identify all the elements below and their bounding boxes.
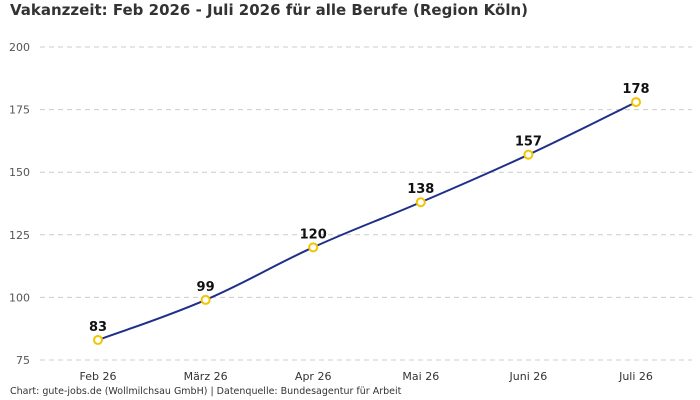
- chart-footer: Chart: gute-jobs.de (Wollmilchsau GmbH) …: [10, 386, 402, 397]
- data-point: [631, 97, 641, 108]
- y-tick-label: 150: [9, 166, 30, 179]
- x-tick-label: Mai 26: [402, 370, 439, 383]
- data-point: [415, 197, 426, 208]
- x-tick-label: März 26: [184, 370, 228, 383]
- series-line: [97, 101, 637, 341]
- x-tick-label: Feb 26: [80, 370, 117, 383]
- y-tick-label: 75: [16, 354, 30, 367]
- data-label: 120: [300, 227, 327, 242]
- data-label: 99: [197, 280, 215, 295]
- data-point: [93, 334, 103, 345]
- y-tick-label: 125: [9, 229, 30, 242]
- data-point: [200, 294, 211, 305]
- data-label: 138: [407, 182, 434, 197]
- y-tick-label: 175: [9, 104, 30, 117]
- x-tick-label: Juni 26: [509, 370, 548, 383]
- data-point: [308, 242, 319, 253]
- data-label: 83: [89, 320, 107, 335]
- chart-title: Vakanzzeit: Feb 2026 - Juli 2026 für all…: [10, 1, 529, 19]
- y-tick-label: 100: [9, 291, 30, 304]
- data-point: [523, 149, 534, 160]
- data-label: 178: [622, 82, 649, 97]
- x-tick-label: Apr 26: [295, 370, 332, 383]
- x-tick-label: Juli 26: [618, 370, 653, 383]
- data-label: 157: [515, 135, 542, 150]
- y-tick-label: 200: [9, 41, 30, 54]
